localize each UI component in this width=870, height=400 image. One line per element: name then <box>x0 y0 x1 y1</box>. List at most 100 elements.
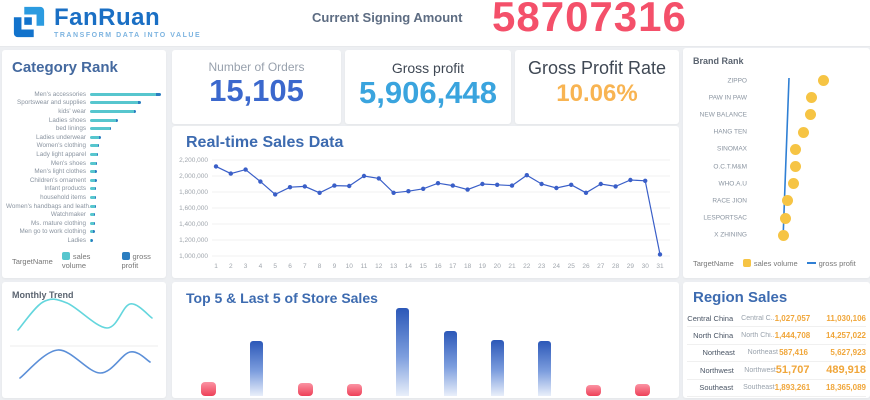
region-amount-value: 14,257,022 <box>825 331 866 341</box>
data-point <box>332 183 337 188</box>
brand-row: PAW IN PAW <box>683 89 870 106</box>
region-name: Southeast <box>699 383 734 393</box>
data-point <box>569 182 574 187</box>
gross-profit-bar <box>97 144 100 148</box>
legend-item-sales-volume[interactable]: sales volume <box>742 259 798 268</box>
store-sales-bar-top5 <box>396 308 410 396</box>
category-rank-title: Category Rank <box>12 59 118 76</box>
x-tick-label: 8 <box>318 263 322 270</box>
sales-volume-bar <box>90 101 139 105</box>
sales-volume-bar <box>90 187 95 191</box>
region-name: Northwest <box>700 365 734 375</box>
category-bar-track <box>90 213 96 217</box>
sales-volume-swatch-icon <box>742 259 751 267</box>
category-label: Children's ornament <box>29 176 86 184</box>
trend-bottom-curve <box>19 349 151 379</box>
legend-label: gross profit <box>121 252 151 270</box>
category-row: Men's light clothes <box>6 167 162 176</box>
category-bar-track <box>90 118 119 122</box>
legend-target-name: TargetName <box>693 259 734 268</box>
data-point <box>213 164 219 169</box>
region-row: Southeast Southeast 1,893,261 18,365,089 <box>687 380 866 397</box>
region-row: Central China Central C.. 1,027,057 11,030,… <box>687 310 866 328</box>
category-bar-track <box>90 238 93 242</box>
x-tick-label: 22 <box>523 263 531 270</box>
category-label: Sportswear and supplies <box>17 99 86 107</box>
region-sales-title: Region Sales <box>693 289 788 306</box>
x-tick-label: 4 <box>259 263 263 270</box>
x-tick-label: 18 <box>464 263 472 270</box>
brand-row: O.C.T.M&M <box>683 158 870 175</box>
sales-volume-dot <box>806 92 818 104</box>
sales-volume-bar <box>90 161 96 165</box>
gross-profit-bar <box>109 127 112 131</box>
legend-item-gross-profit[interactable]: gross profit <box>121 252 166 270</box>
category-bar-track <box>90 127 112 131</box>
category-bar-track <box>90 101 142 105</box>
category-rank-legend: TargetName sales volume gross profit <box>12 252 166 270</box>
fanruan-logo-icon <box>13 6 45 38</box>
region-sales-value: 587,416 <box>779 348 808 358</box>
category-label: household items <box>40 193 86 201</box>
store-sales-bar-last5 <box>634 383 650 396</box>
brand-row: RACE JION <box>683 192 870 209</box>
gross-profit-bar <box>138 101 142 105</box>
legend-item-sales-volume[interactable]: sales volume <box>61 252 113 270</box>
region-sales-value: 1,027,057 <box>774 313 811 323</box>
data-point <box>613 184 618 189</box>
gross-profit-line-icon <box>806 262 816 264</box>
gross-profit-swatch-icon <box>121 252 130 260</box>
x-tick-label: 28 <box>612 263 620 270</box>
data-point <box>421 186 426 191</box>
category-row: Ladies underwear <box>6 133 162 142</box>
category-bar-track <box>90 195 97 199</box>
x-tick-label: 2 <box>229 263 233 270</box>
region-name-short: Southeast <box>743 384 775 392</box>
data-point <box>465 187 470 192</box>
region-sales-panel: Region Sales Central China Central C.. 1,0… <box>683 282 870 398</box>
category-label: kids' wear <box>58 107 86 115</box>
legend-label: sales volume <box>753 259 798 268</box>
category-label: Infant products <box>44 185 86 193</box>
brand-rank-title: Brand Rank <box>693 56 744 66</box>
x-tick-label: 24 <box>553 263 561 270</box>
category-row: Lady light apparel <box>6 150 162 159</box>
region-sales-value: 1,444,708 <box>774 331 811 341</box>
category-rank-panel: Category Rank Men's accessories Sportswea… <box>2 50 166 278</box>
data-point <box>287 185 293 190</box>
category-label: Men's shoes <box>50 159 86 167</box>
data-point <box>302 184 307 189</box>
sales-volume-bar <box>90 178 96 182</box>
data-point <box>598 181 603 187</box>
x-tick-label: 5 <box>273 263 277 270</box>
brand-row: NEW BALANCE <box>683 106 870 123</box>
region-name-short: North Chi.. <box>741 332 775 340</box>
category-row: bed linings <box>6 124 162 133</box>
category-bar-track <box>90 178 97 182</box>
data-point <box>243 167 248 172</box>
data-point <box>628 177 633 183</box>
sales-volume-bar <box>90 204 95 208</box>
sales-volume-bar <box>90 152 97 156</box>
x-tick-label: 26 <box>582 263 590 270</box>
category-row: Ladies shoes <box>6 116 162 125</box>
kpi-gross-profit: Gross profit 5,906,448 <box>345 50 511 124</box>
y-tick-label: 1,200,000 <box>179 237 208 244</box>
region-amount-value: 18,365,089 <box>825 383 866 393</box>
category-label: Women's clothing <box>36 142 86 150</box>
kpi-label: Number of Orders <box>208 60 305 74</box>
monthly-trend-chart <box>10 298 158 379</box>
x-tick-label: 13 <box>390 263 398 270</box>
gross-profit-bar <box>133 109 137 113</box>
sales-volume-bar <box>90 221 94 225</box>
brand-label: RACE JION <box>712 197 747 205</box>
y-tick-label: 2,200,000 <box>179 157 208 164</box>
x-tick-label: 15 <box>420 263 428 270</box>
category-bar-track <box>90 92 162 96</box>
sales-line <box>215 165 661 255</box>
brand-label: O.C.T.M&M <box>713 163 747 171</box>
signing-amount-value: 58707316 <box>492 0 687 40</box>
legend-item-gross-profit[interactable]: gross profit <box>806 259 856 268</box>
region-amount-value: 5,627,923 <box>830 348 866 358</box>
y-tick-label: 1,400,000 <box>179 221 208 228</box>
